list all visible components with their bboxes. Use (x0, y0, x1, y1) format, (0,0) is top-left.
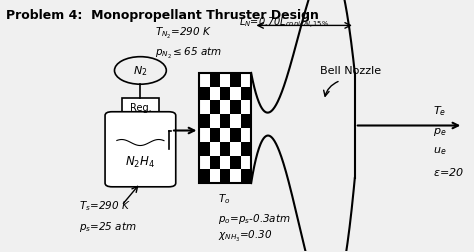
Text: $p_o$=$p_s$-0.3atm: $p_o$=$p_s$-0.3atm (218, 211, 291, 225)
Bar (230, 74, 241, 87)
Circle shape (201, 119, 209, 124)
Bar (199, 74, 251, 183)
Circle shape (232, 106, 239, 110)
Circle shape (201, 92, 209, 96)
Bar (199, 156, 210, 170)
Circle shape (232, 78, 239, 83)
Bar (210, 129, 220, 142)
Bar (199, 101, 210, 115)
Bar (199, 87, 210, 101)
Bar (199, 74, 210, 87)
Bar (241, 101, 251, 115)
Bar (241, 142, 251, 156)
Text: N$_2$H$_4$: N$_2$H$_4$ (125, 154, 155, 169)
Bar (241, 74, 251, 87)
Circle shape (221, 92, 229, 96)
Circle shape (211, 161, 219, 165)
Bar (230, 156, 241, 170)
Bar (241, 170, 251, 183)
Circle shape (211, 106, 219, 110)
Bar (220, 129, 230, 142)
Bar (230, 115, 241, 129)
Text: $\chi_{NH_3}$=0.30: $\chi_{NH_3}$=0.30 (218, 228, 273, 243)
Bar (230, 87, 241, 101)
Circle shape (232, 133, 239, 137)
Circle shape (211, 78, 219, 83)
Text: N$_2$: N$_2$ (133, 64, 148, 78)
Bar (230, 142, 241, 156)
Text: $T_o$: $T_o$ (218, 192, 230, 205)
Circle shape (232, 161, 239, 165)
Bar (220, 101, 230, 115)
Circle shape (242, 119, 250, 124)
Bar (210, 74, 220, 87)
Text: $\varepsilon$=20: $\varepsilon$=20 (433, 165, 464, 177)
Bar (199, 115, 210, 129)
Text: $T_s$=290 K: $T_s$=290 K (79, 199, 131, 213)
Text: $T_e$: $T_e$ (433, 104, 446, 118)
Bar (241, 87, 251, 101)
Text: $T_{N_2}$=290 K: $T_{N_2}$=290 K (155, 26, 211, 41)
Bar (210, 87, 220, 101)
Text: $p_{N_2}$$\leq$65 atm: $p_{N_2}$$\leq$65 atm (155, 46, 221, 61)
Bar (220, 87, 230, 101)
Text: $p_s$=25 atm: $p_s$=25 atm (79, 219, 137, 233)
Bar (230, 170, 241, 183)
Text: Reg.: Reg. (129, 102, 151, 112)
Circle shape (221, 174, 229, 179)
Bar (220, 142, 230, 156)
Bar (210, 101, 220, 115)
Circle shape (221, 147, 229, 151)
Circle shape (201, 174, 209, 179)
Text: Bell Nozzle: Bell Nozzle (319, 66, 381, 76)
Circle shape (211, 133, 219, 137)
FancyBboxPatch shape (121, 99, 159, 116)
Bar (230, 101, 241, 115)
Bar (230, 129, 241, 142)
Circle shape (201, 147, 209, 151)
Bar (210, 170, 220, 183)
Bar (241, 156, 251, 170)
Bar (220, 74, 230, 87)
Bar (241, 129, 251, 142)
Bar (199, 142, 210, 156)
Circle shape (242, 147, 250, 151)
Bar (199, 170, 210, 183)
Text: $L_N$=0.70$L_{conical,15\%}$: $L_N$=0.70$L_{conical,15\%}$ (239, 16, 329, 31)
Bar (220, 156, 230, 170)
Circle shape (242, 174, 250, 179)
Bar (210, 156, 220, 170)
Bar (199, 129, 210, 142)
Circle shape (242, 92, 250, 96)
Bar (241, 115, 251, 129)
Bar (220, 115, 230, 129)
FancyBboxPatch shape (105, 112, 176, 187)
Bar (210, 142, 220, 156)
Text: $u_e$: $u_e$ (433, 145, 446, 157)
Circle shape (221, 119, 229, 124)
Text: $p_e$: $p_e$ (433, 125, 446, 137)
Bar (220, 170, 230, 183)
Bar (210, 115, 220, 129)
Text: Problem 4:  Monopropellant Thruster Design: Problem 4: Monopropellant Thruster Desig… (6, 9, 319, 22)
